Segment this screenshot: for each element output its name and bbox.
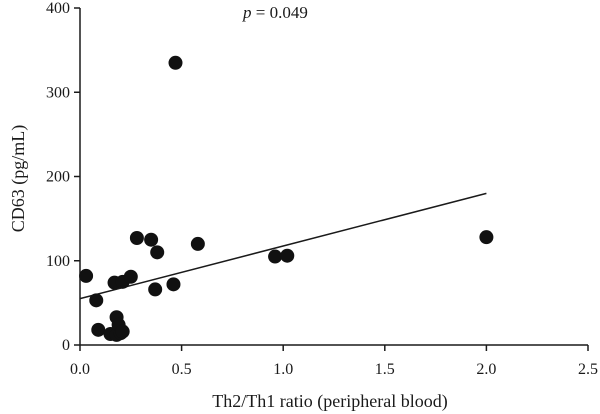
y-tick-label: 100 bbox=[46, 253, 70, 270]
data-point bbox=[168, 55, 183, 70]
x-axis-label: Th2/Th1 ratio (peripheral blood) bbox=[212, 391, 447, 412]
y-tick-label: 200 bbox=[46, 169, 70, 186]
x-tick-label: 1.5 bbox=[375, 361, 395, 378]
x-tick-label: 2.0 bbox=[476, 361, 496, 378]
p-value-annotation: p = 0.049 bbox=[242, 3, 308, 22]
data-point bbox=[79, 268, 94, 283]
data-point bbox=[115, 324, 130, 339]
labels-layer: p = 0.049 Th2/Th1 ratio (peripheral bloo… bbox=[8, 3, 448, 412]
data-point bbox=[190, 236, 205, 251]
axes: 0 100 200 300 400 0.0 0.5 1.0 1.5 2.0 2.5 bbox=[46, 0, 598, 378]
data-point bbox=[280, 248, 295, 263]
data-point bbox=[91, 322, 106, 337]
data-point bbox=[150, 245, 165, 260]
x-tick-label: 1.0 bbox=[273, 361, 293, 378]
x-tick-label: 0.5 bbox=[172, 361, 192, 378]
data-point bbox=[89, 293, 104, 308]
data-point bbox=[123, 269, 138, 284]
p-symbol: p bbox=[242, 3, 252, 22]
y-tick-label: 300 bbox=[46, 84, 70, 101]
data-point bbox=[144, 232, 159, 247]
data-point bbox=[148, 282, 163, 297]
regression-line bbox=[79, 192, 487, 300]
data-points bbox=[79, 55, 494, 342]
data-point bbox=[166, 277, 181, 292]
p-value: = 0.049 bbox=[252, 3, 308, 22]
x-tick-label: 0.0 bbox=[70, 361, 90, 378]
data-point bbox=[268, 249, 283, 264]
x-tick-label: 2.5 bbox=[578, 361, 598, 378]
trendline-layer bbox=[79, 192, 487, 300]
data-point bbox=[479, 230, 494, 245]
y-axis-label: CD63 (pg/mL) bbox=[8, 125, 29, 233]
y-tick-label: 400 bbox=[46, 0, 70, 17]
data-point bbox=[129, 231, 144, 246]
y-tick-label: 0 bbox=[62, 337, 70, 354]
